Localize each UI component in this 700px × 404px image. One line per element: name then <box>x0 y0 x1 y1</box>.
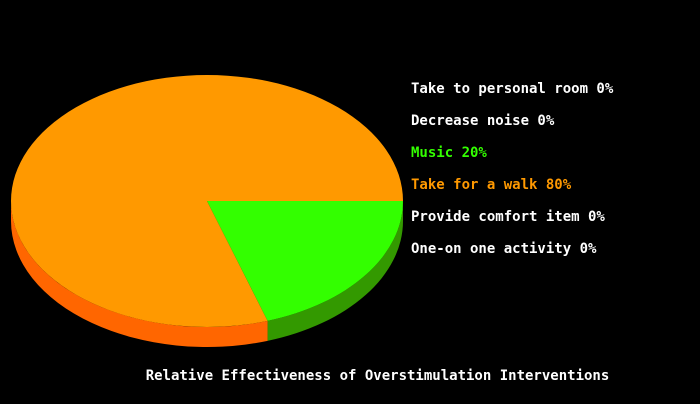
legend-item-decrease-noise: Decrease noise 0% <box>411 113 555 129</box>
pie-side-music <box>267 201 403 341</box>
pie-side-take-for-a-walk <box>11 201 268 348</box>
legend-item-provide-comfort-item: Provide comfort item 0% <box>411 209 605 225</box>
legend: Take to personal room 0% Decrease noise … <box>411 80 613 272</box>
chart-title: Relative Effectiveness of Overstimulatio… <box>145 368 610 384</box>
legend-item-take-to-personal-room: Take to personal room 0% <box>411 81 614 97</box>
legend-item-music: Music 20% <box>411 145 487 161</box>
legend-item-one-on-one-activity: One-on one activity 0% <box>411 241 597 257</box>
pie-slice-take-for-a-walk <box>10 75 403 327</box>
pie-slice-music <box>207 201 403 321</box>
legend-item-take-for-a-walk: Take for a walk 80% <box>411 177 572 193</box>
